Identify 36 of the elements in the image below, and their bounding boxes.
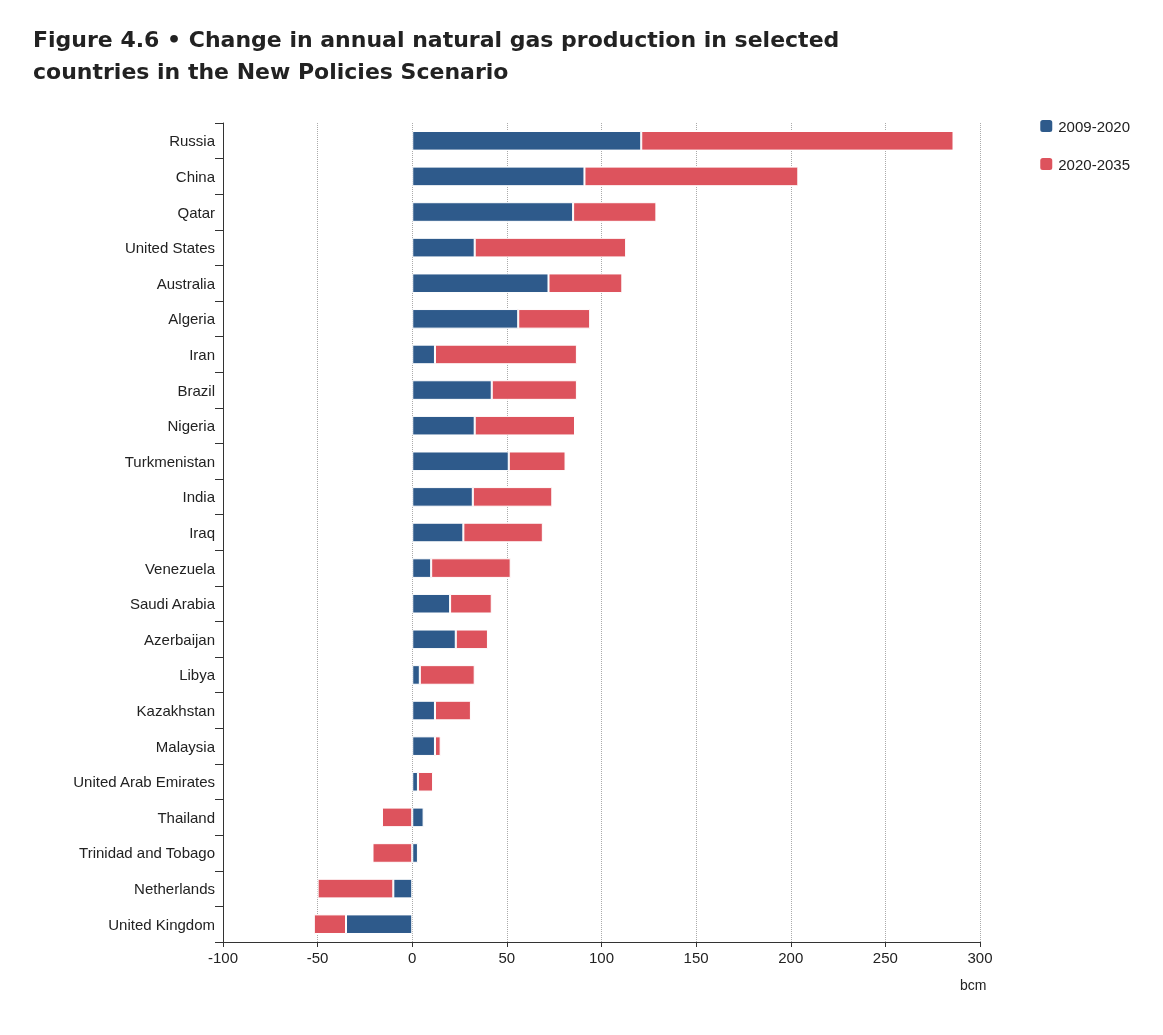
- y-tick-label: Russia: [169, 132, 216, 150]
- x-tick-label: 300: [967, 949, 993, 966]
- y-tick-label: Iraq: [189, 524, 215, 541]
- y-tick-label: Thailand: [157, 808, 215, 826]
- y-tick-label: Nigeria: [167, 417, 216, 435]
- x-axis-title: bcm: [960, 977, 987, 993]
- y-tick-label: United Arab Emirates: [73, 773, 215, 791]
- x-tick-label: 100: [588, 949, 615, 966]
- x-tick-label: -100: [207, 949, 239, 966]
- y-tick-label: Brazil: [177, 381, 215, 399]
- y-tick-label: Turkmenistan: [124, 452, 215, 470]
- x-tick-label: 50: [498, 949, 516, 966]
- y-tick-label: Libya: [179, 666, 216, 684]
- legend-label: 2009-2020: [1058, 117, 1130, 135]
- y-tick-label: United States: [124, 239, 215, 257]
- y-tick-label: Saudi Arabia: [129, 595, 216, 613]
- y-tick-label: Malaysia: [155, 737, 216, 755]
- x-tick-label: 0: [408, 949, 417, 966]
- y-tick-label: Trinidad and Tobago: [79, 844, 215, 862]
- y-tick-label: China: [175, 167, 216, 185]
- y-tick-label: Netherlands: [134, 880, 215, 898]
- y-tick-label: Australia: [156, 274, 216, 292]
- x-tick-label: -50: [306, 949, 329, 966]
- y-tick-label: Algeria: [168, 310, 216, 328]
- y-tick-label: Venezuela: [144, 559, 216, 577]
- y-tick-label: Iran: [189, 345, 215, 363]
- y-tick-label: Azerbaijan: [144, 630, 215, 648]
- y-tick-label: United Kingdom: [108, 915, 215, 933]
- y-tick-label: Qatar: [177, 203, 215, 221]
- y-tick-label: Kazakhstan: [136, 702, 215, 720]
- x-tick-label: 200: [778, 949, 804, 966]
- x-tick-label: 150: [683, 949, 709, 966]
- chart-title: Figure 4.6 • Change in annual natural gas production in selected countries in the New Policies Scenario: [33, 26, 847, 84]
- x-tick-label: 250: [872, 949, 898, 966]
- y-tick-label: India: [182, 488, 216, 506]
- legend-label: 2020-2035: [1058, 155, 1130, 173]
